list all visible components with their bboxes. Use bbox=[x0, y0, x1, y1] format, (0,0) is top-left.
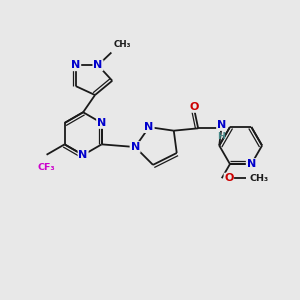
Text: N: N bbox=[79, 150, 88, 160]
Text: CH₃: CH₃ bbox=[249, 174, 268, 183]
Text: O: O bbox=[189, 102, 198, 112]
Text: O: O bbox=[224, 173, 233, 183]
Text: N: N bbox=[247, 159, 256, 169]
Text: N: N bbox=[71, 60, 80, 70]
Text: N: N bbox=[93, 60, 103, 70]
Text: N: N bbox=[97, 118, 106, 128]
Text: CH₃: CH₃ bbox=[114, 40, 131, 49]
Text: N: N bbox=[130, 142, 140, 152]
Text: H: H bbox=[217, 132, 225, 141]
Text: CF₃: CF₃ bbox=[38, 163, 56, 172]
Text: N: N bbox=[145, 122, 154, 132]
Text: N: N bbox=[217, 120, 226, 130]
